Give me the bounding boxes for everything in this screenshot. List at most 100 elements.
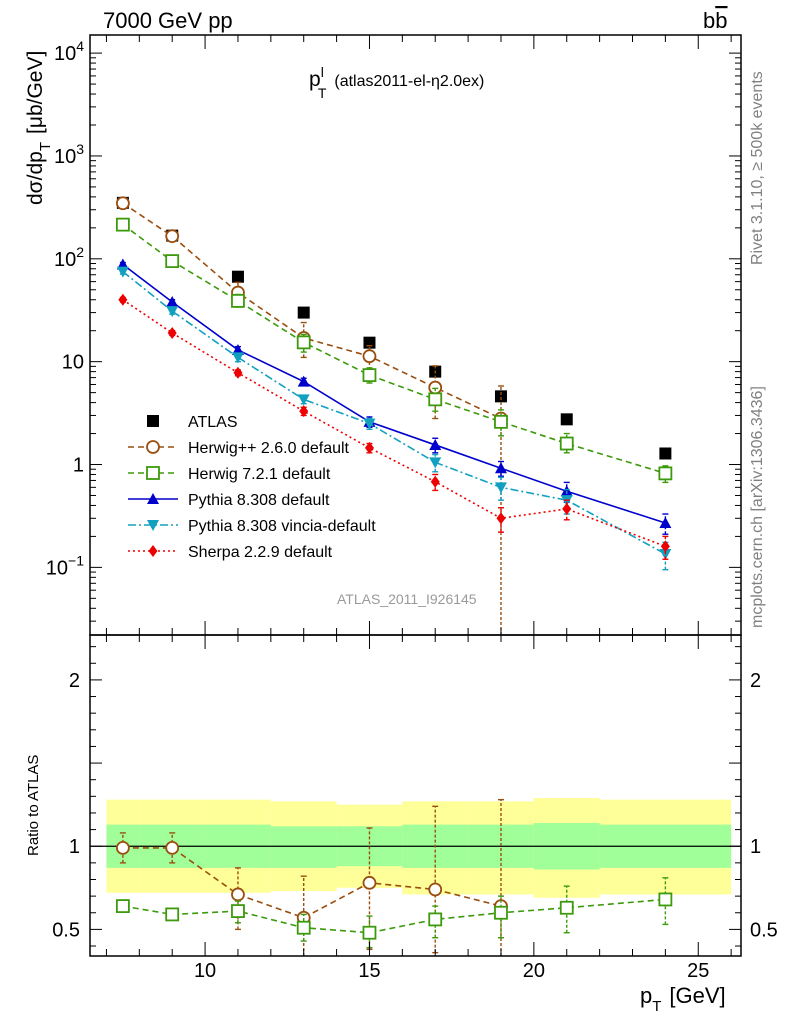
main-data-point (115, 217, 130, 232)
legend-label: Herwig 7.2.1 default (188, 466, 331, 483)
ratio-series-line (122, 898, 666, 934)
main-data-point (429, 438, 442, 450)
main-data-point (659, 447, 672, 460)
mcplots-label: mcplots.cern.ch [arXiv:1306.3436] (749, 386, 766, 628)
legend-label: Herwig++ 2.6.0 default (188, 440, 350, 457)
ratio-series-marks (115, 798, 673, 956)
ratio-data-point (165, 840, 180, 855)
x-tick-label: 25 (687, 960, 709, 982)
main-data-point (297, 394, 310, 406)
main-y-tick-label: 104 (54, 38, 84, 65)
ratio-y-tick-label-right: 0.5 (750, 919, 778, 941)
ratio-data-point (115, 899, 130, 914)
ratio-data-point (362, 925, 377, 940)
main-data-point (297, 375, 310, 387)
main-data-point (165, 254, 180, 269)
main-data-point (165, 229, 180, 244)
main-data-point (429, 457, 442, 469)
ratio-ticks: 0.5 0.5 1 1 2 2 10 15 20 25 (52, 635, 778, 982)
legend-entry-sherpa-2-2-9-default: Sherpa 2.2.9 default (128, 544, 333, 561)
legend-entry-herwig-2-6-0-default: Herwig++ 2.6.0 default (128, 440, 350, 457)
ratio-data-point (428, 882, 443, 897)
main-data-point (430, 475, 440, 488)
main-series-line (122, 271, 666, 555)
legend-entry-atlas: ATLAS (147, 414, 238, 431)
legend-entry-herwig-7-2-1-default: Herwig 7.2.1 default (128, 466, 331, 483)
main-data-point (658, 466, 673, 481)
main-data-point (494, 390, 507, 403)
legend: ATLAS Herwig++ 2.6.0 default Herwig 7.2.1 … (128, 414, 376, 561)
main-data-point (560, 413, 573, 426)
main-data-point (166, 296, 179, 308)
main-data-point (428, 380, 443, 395)
ratio-data-point (115, 840, 130, 855)
main-data-point (296, 335, 311, 350)
main-data-point (116, 266, 129, 278)
legend-label: Pythia 8.308 default (188, 492, 330, 509)
ratio-y-tick-label-left: 2 (69, 670, 80, 692)
ratio-data-point (559, 900, 574, 915)
legend-label: ATLAS (188, 414, 238, 431)
ratio-frame (89, 634, 742, 957)
main-data-point (363, 336, 376, 349)
main-y-tick-label: 103 (54, 141, 84, 168)
main-y-label: dσ/dpT[μb/GeV] (24, 51, 54, 205)
main-series-line (122, 223, 666, 475)
main-data-point (494, 482, 507, 494)
ratio-bands (90, 797, 741, 898)
main-series-herwig-7-2-1-default (115, 217, 673, 484)
main-data-point (494, 462, 507, 474)
main-data-point (233, 366, 243, 379)
main-series-marks (115, 196, 673, 635)
main-data-point (496, 512, 506, 525)
main-data-point (428, 392, 443, 407)
main-data-point (364, 441, 374, 454)
main-data-point (362, 349, 377, 364)
legend-entry-pythia-8-308-vincia-default: Pythia 8.308 vincia-default (128, 518, 376, 535)
ratio-data-point (428, 912, 443, 927)
legend-marker (147, 493, 159, 504)
main-data-point (115, 196, 130, 211)
main-data-point (118, 293, 128, 306)
main-data-point (559, 436, 574, 451)
ratio-data-point (165, 907, 180, 922)
x-tick-label: 20 (523, 960, 545, 982)
analysis-watermark: ATLAS_2011_I926145 (337, 591, 477, 607)
main-y-tick-label: 102 (54, 244, 84, 271)
main-data-point (659, 517, 672, 529)
ratio-data-point (494, 905, 508, 920)
ratio-y-tick-label-right: 2 (750, 670, 761, 692)
main-data-point (231, 270, 244, 283)
rivet-label: Rivet 3.1.10, ≥ 500k events (749, 71, 766, 265)
header-right: bb (703, 8, 728, 33)
main-data-point (560, 485, 573, 497)
legend-entry-pythia-8-308-default: Pythia 8.308 default (128, 492, 330, 509)
main-series-atlas (116, 196, 672, 460)
ratio-data-point (231, 887, 245, 902)
main-series-sherpa-2-2-9-default (118, 293, 670, 560)
main-data-point (231, 352, 244, 364)
legend-marker (147, 415, 159, 427)
main-series-line (122, 263, 666, 524)
main-y-tick-label: 10−1 (46, 552, 84, 579)
main-series-line (122, 299, 666, 548)
x-axis-label: pT [GeV] (640, 983, 726, 1015)
main-title: pl T(atlas2011-el-η2.0ex) (309, 64, 484, 101)
main-data-point (660, 540, 670, 553)
legend-marker (148, 545, 158, 557)
main-data-point (494, 414, 508, 429)
legend-marker (146, 466, 160, 480)
main-y-tick-label: 1 (73, 455, 84, 477)
main-data-point (562, 502, 572, 515)
main-y-tick-label: 10 (62, 352, 84, 374)
legend-label: Pythia 8.308 vincia-default (188, 518, 376, 535)
main-data-point (231, 343, 244, 355)
ratio-band-inner (270, 826, 337, 868)
ratio-y-tick-label-left: 1 (69, 836, 80, 858)
main-data-point (299, 405, 309, 418)
ratio-series-herwig-7-2-1-default (115, 877, 673, 949)
ratio-y-tick-label-right: 1 (750, 836, 761, 858)
